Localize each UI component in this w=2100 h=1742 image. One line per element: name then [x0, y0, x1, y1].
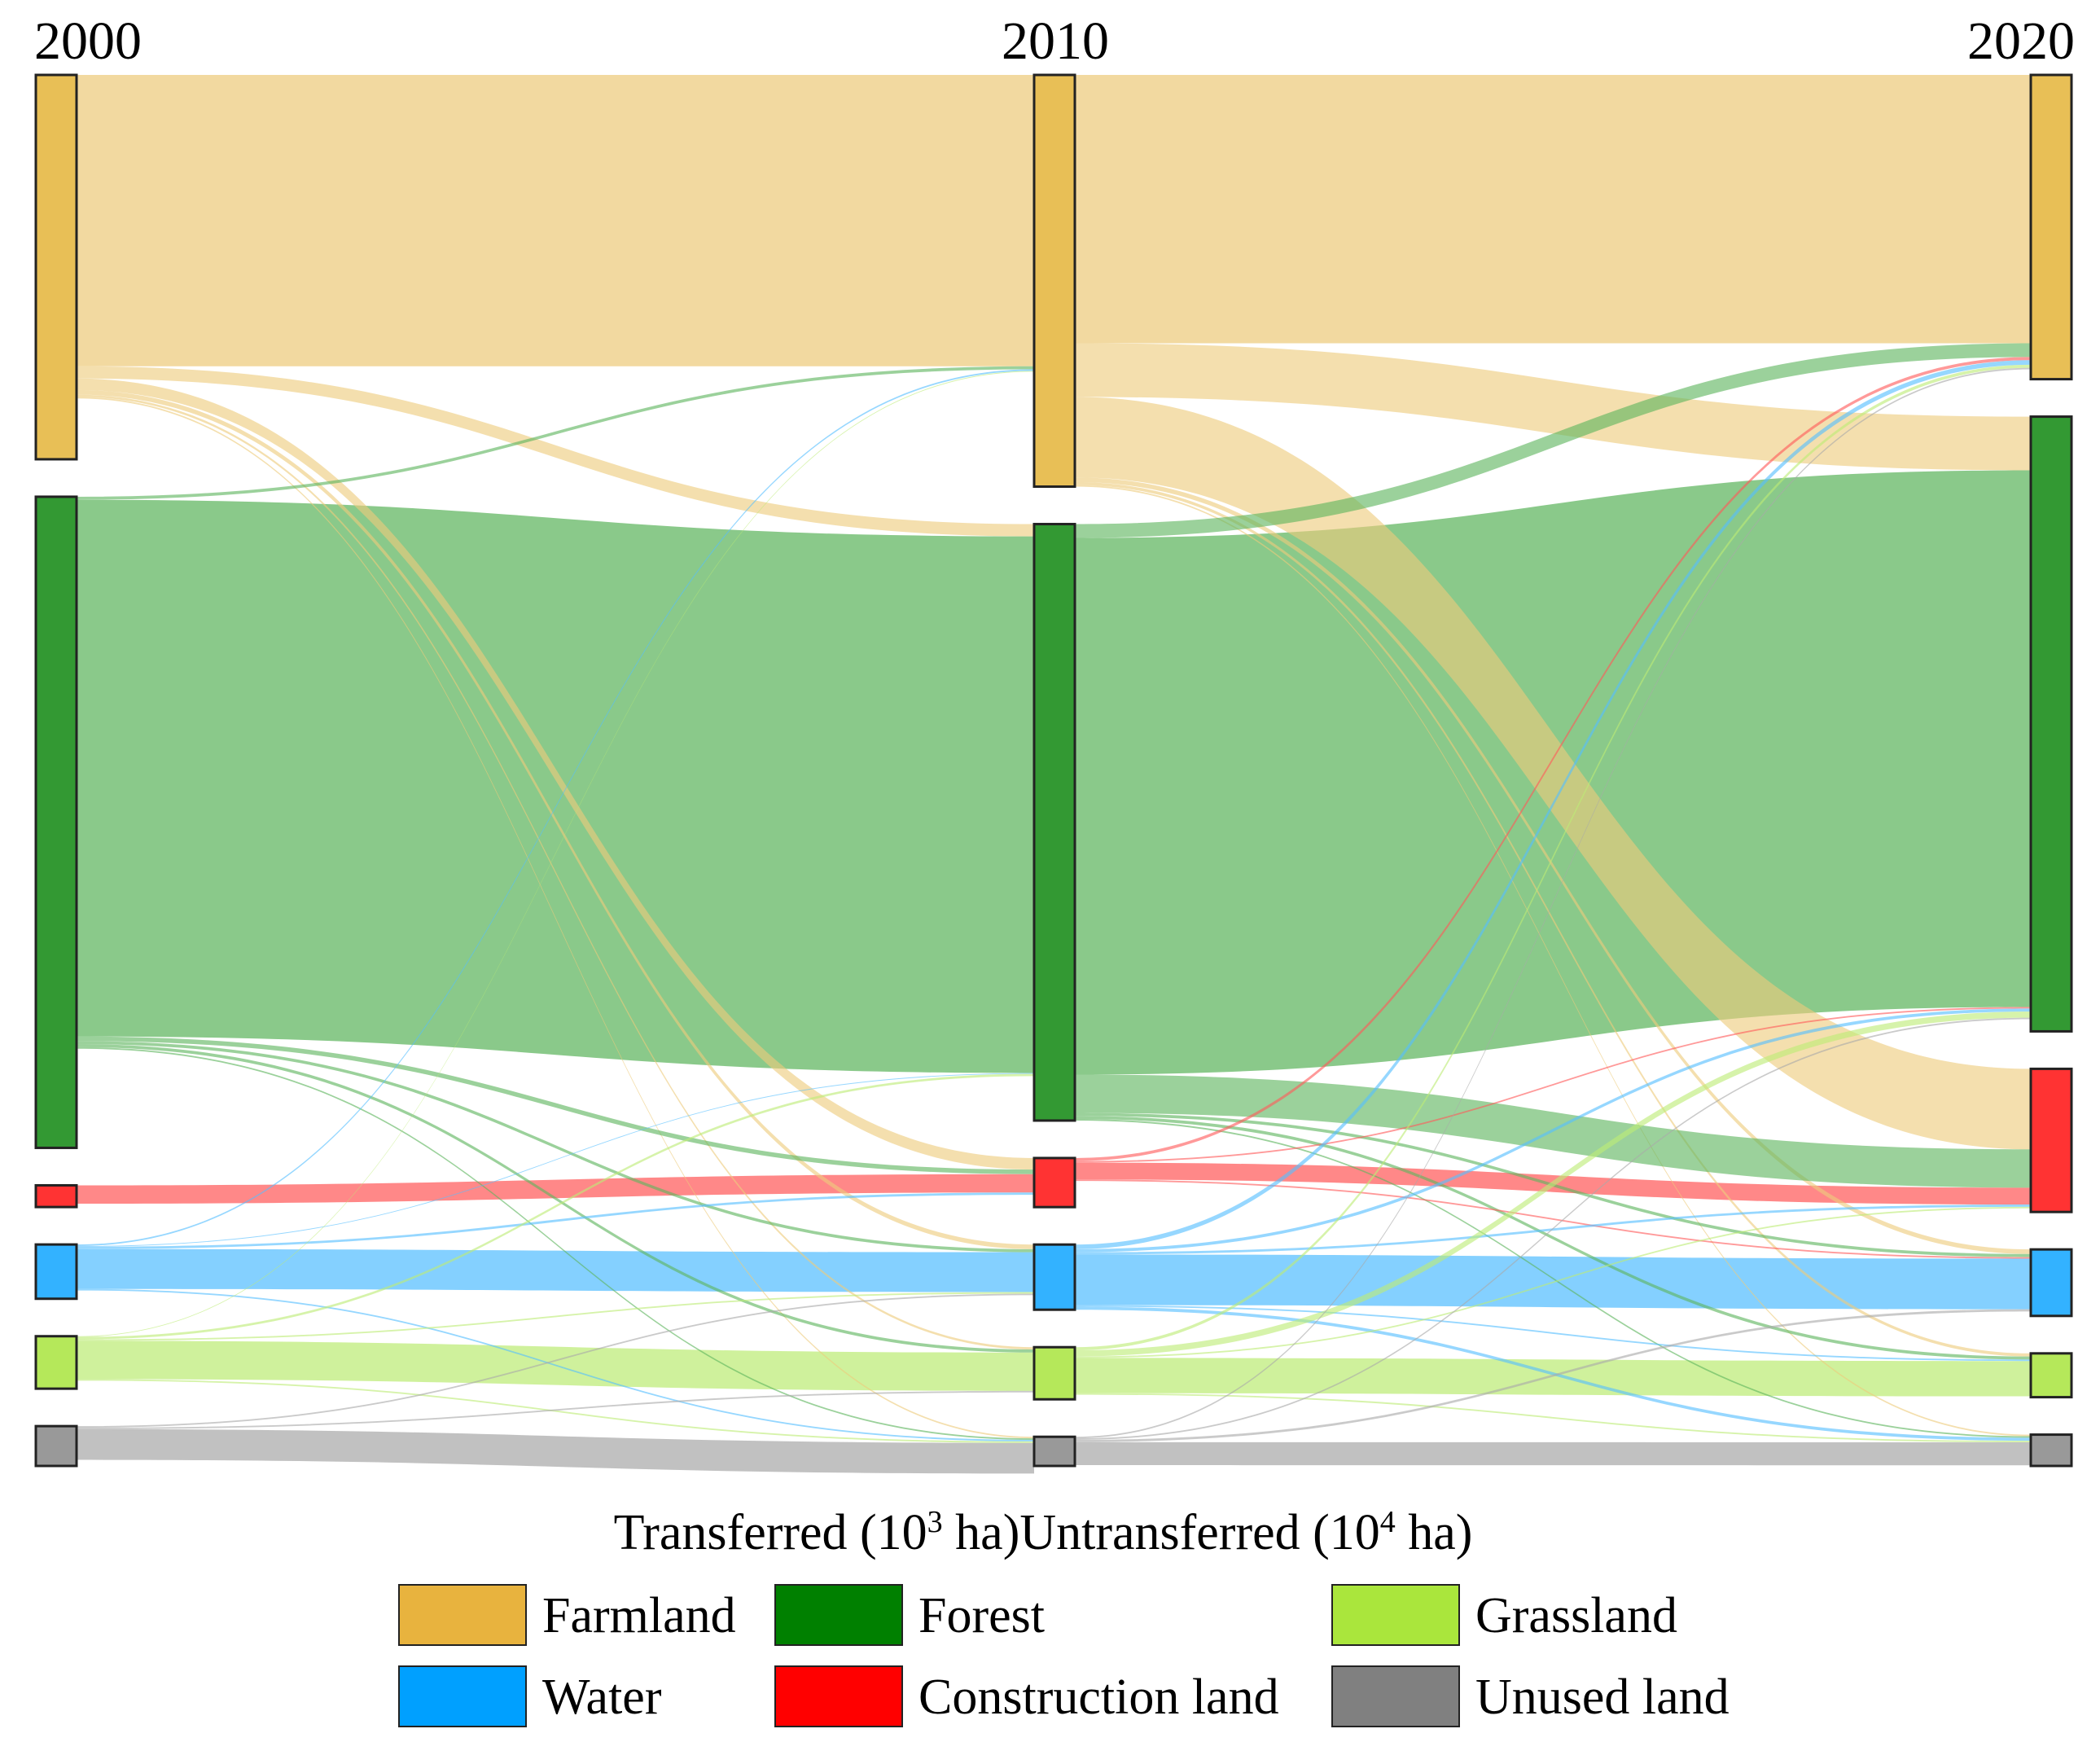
legend: Farmland Forest Grassland Water Construction…: [398, 1584, 1730, 1727]
flow-2000-farmland-to-forest: [77, 366, 1034, 537]
node-2000-farmland: [34, 73, 78, 461]
flow-2010-water-to-farmland: [1075, 360, 2031, 1249]
flow-2010-unused-to-unused: [1075, 1441, 2031, 1466]
year-label-2000: 2000: [34, 11, 142, 71]
node-2020-unused: [2029, 1433, 2073, 1468]
flow-2000-unused-to-unused: [77, 1428, 1034, 1474]
flow-2010-unused-to-farmland: [1075, 367, 2031, 1439]
caption-transferred-exponent: 3: [927, 1505, 943, 1539]
caption-untransferred-exponent: 4: [1380, 1505, 1396, 1539]
flow-2010-forest-to-farmland: [1075, 343, 2031, 538]
flow-2010-farmland-to-grassland: [1075, 481, 2031, 1357]
flow-2010-farmland-to-construction: [1075, 397, 2031, 1150]
node-2000-water: [34, 1243, 78, 1301]
flow-2010-construction-to-forest: [1075, 1007, 2031, 1163]
flow-2000-grassland-to-farmland: [77, 371, 1034, 1337]
node-2010-grassland: [1032, 1345, 1076, 1401]
flow-2000-grassland-to-unused: [77, 1379, 1034, 1443]
flow-2000-farmland-to-water: [77, 389, 1034, 1249]
legend-label-construction: Construction land: [918, 1670, 1279, 1725]
legend-label-forest: Forest: [918, 1588, 1045, 1643]
flow-2000-forest-to-construction: [77, 1036, 1034, 1174]
flow-2010-grassland-to-unused: [1075, 1393, 2031, 1442]
node-2010-water: [1032, 1243, 1076, 1311]
legend-swatch-unused: [1331, 1665, 1460, 1727]
flow-2000-farmland-to-construction: [77, 378, 1034, 1170]
flow-2000-water-to-forest: [77, 1073, 1034, 1247]
legend-label-farmland: Farmland: [542, 1588, 736, 1643]
node-layer: [34, 73, 2073, 1468]
flow-2000-unused-to-grassland: [77, 1390, 1034, 1429]
year-label-2020: 2020: [1967, 11, 2075, 71]
node-2020-grassland: [2029, 1352, 2073, 1399]
legend-label-unused: Unused land: [1475, 1670, 1730, 1725]
node-2000-unused: [34, 1424, 78, 1468]
node-2000-construction: [34, 1183, 78, 1209]
flow-2010-water-to-forest: [1075, 1008, 2031, 1253]
flow-2000-farmland-to-farmland: [77, 75, 1034, 366]
legend-swatch-forest: [774, 1584, 903, 1646]
node-2010-construction: [1032, 1156, 1076, 1209]
flow-2010-grassland-to-grassland: [1075, 1358, 2031, 1397]
flow-2000-water-to-farmland: [77, 369, 1034, 1246]
caption-transferred-unit: ha): [943, 1505, 1020, 1560]
flow-2010-construction-to-water: [1075, 1179, 2031, 1259]
caption-untransferred: Untransferred (10: [1019, 1505, 1379, 1560]
flow-2010-farmland-to-water: [1075, 477, 2031, 1254]
flow-2010-farmland-to-forest: [1075, 343, 2031, 471]
flow-2000-construction-to-construction: [77, 1174, 1034, 1204]
year-label-2010: 2010: [1002, 11, 1109, 71]
node-2010-forest: [1032, 523, 1076, 1122]
flow-2000-unused-to-water: [77, 1293, 1034, 1428]
caption-untransferred-unit: ha): [1396, 1505, 1473, 1560]
node-2010-unused: [1032, 1435, 1076, 1468]
flow-2000-farmland-to-grassland: [77, 394, 1034, 1350]
flow-2010-grassland-to-construction: [1075, 1206, 2031, 1358]
flow-2000-farmland-to-unused: [77, 397, 1034, 1439]
flow-2010-construction-to-farmland: [1075, 357, 2031, 1161]
node-2020-farmland: [2029, 73, 2073, 381]
flow-2000-water-to-construction: [77, 1192, 1034, 1249]
flow-2010-unused-to-forest: [1075, 1017, 2031, 1440]
flow-2010-water-to-grassland: [1075, 1305, 2031, 1362]
legend-swatch-construction: [774, 1665, 903, 1727]
node-2000-forest: [34, 495, 78, 1149]
flow-2010-farmland-to-farmland: [1075, 75, 2031, 344]
flow-2000-grassland-to-water: [77, 1292, 1034, 1341]
caption-transferred: Transferred (10: [614, 1505, 927, 1560]
flow-2000-forest-to-unused: [77, 1047, 1034, 1440]
flow-2010-forest-to-unused: [1075, 1119, 2031, 1438]
flow-layer: [77, 75, 2031, 1474]
legend-swatch-farmland: [398, 1584, 527, 1646]
node-2020-water: [2029, 1248, 2073, 1318]
flow-2010-farmland-to-unused: [1075, 485, 2031, 1437]
flow-2010-grassland-to-farmland: [1075, 364, 2031, 1350]
node-2020-construction: [2029, 1067, 2073, 1213]
legend-swatch-grassland: [1331, 1584, 1460, 1646]
flow-2000-forest-to-water: [77, 1041, 1034, 1253]
caption-units: Transferred (103 ha)Untransferred (104 h…: [614, 1505, 1473, 1560]
node-2010-farmland: [1032, 73, 1076, 489]
legend-label-grassland: Grassland: [1475, 1588, 1677, 1643]
flow-2000-forest-to-farmland: [77, 366, 1034, 500]
node-2000-grassland: [34, 1335, 78, 1390]
node-2020-forest: [2029, 415, 2073, 1033]
flow-2010-unused-to-water: [1075, 1309, 2031, 1442]
legend-label-water: Water: [542, 1670, 662, 1725]
flow-2010-grassland-to-forest: [1075, 1011, 2031, 1357]
flow-2000-forest-to-grassland: [77, 1044, 1034, 1353]
flow-2000-water-to-unused: [77, 1288, 1034, 1441]
flow-2000-grassland-to-forest: [77, 1073, 1034, 1340]
flow-2000-forest-to-forest: [77, 499, 1034, 1073]
flow-2010-forest-to-grassland: [1075, 1116, 2031, 1360]
flow-2000-water-to-water: [77, 1248, 1034, 1292]
flow-2010-water-to-unused: [1075, 1306, 2031, 1441]
legend-swatch-water: [398, 1665, 527, 1727]
